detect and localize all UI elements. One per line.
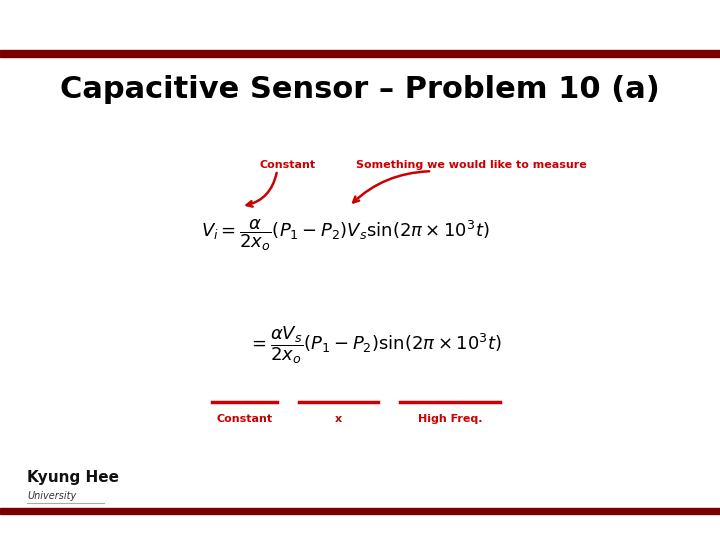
Text: Something we would like to measure: Something we would like to measure xyxy=(356,160,587,170)
Text: Constant: Constant xyxy=(260,160,316,170)
Text: $= \dfrac{\alpha V_s}{2x_o}(P_1 - P_2)\sin(2\pi \times 10^3 t)$: $= \dfrac{\alpha V_s}{2x_o}(P_1 - P_2)\s… xyxy=(248,325,501,367)
Bar xyxy=(0,508,720,514)
Text: University: University xyxy=(27,491,76,501)
Text: Capacitive Sensor – Problem 10 (a): Capacitive Sensor – Problem 10 (a) xyxy=(60,75,660,104)
Text: Constant: Constant xyxy=(217,414,273,423)
Text: High Freq.: High Freq. xyxy=(418,414,482,423)
Text: Kyung Hee: Kyung Hee xyxy=(27,470,120,485)
Text: x: x xyxy=(335,414,342,423)
Text: $V_i = \dfrac{\alpha}{2x_o}(P_1 - P_2)V_s \sin(2\pi \times 10^3 t)$: $V_i = \dfrac{\alpha}{2x_o}(P_1 - P_2)V_… xyxy=(202,217,490,253)
Bar xyxy=(0,50,720,57)
